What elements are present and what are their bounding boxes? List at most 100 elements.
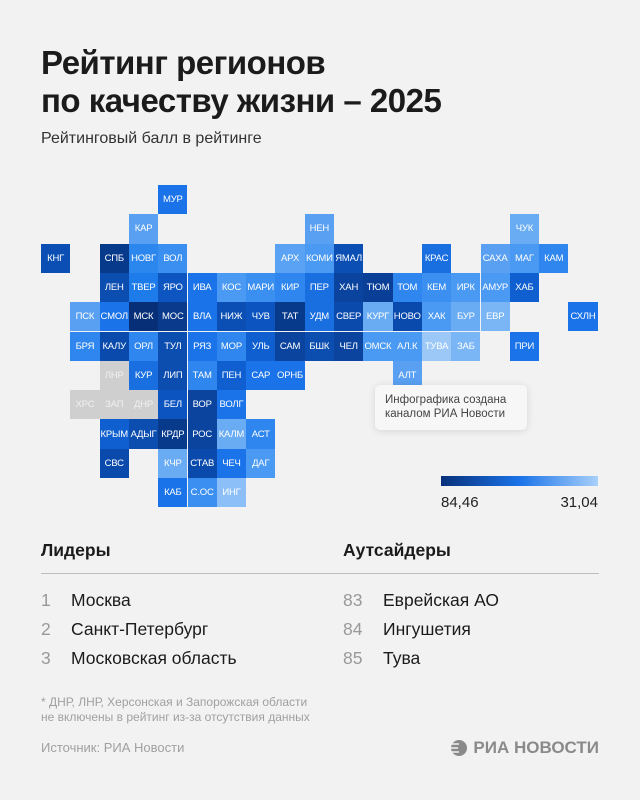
region-tile: ПРИ: [509, 331, 540, 361]
region-tile: НОВГ: [128, 243, 159, 273]
region-tile: КОМИ: [304, 243, 334, 273]
region-tile: БЕЛ: [158, 390, 188, 420]
region-tile: ХАН: [334, 272, 364, 303]
region-tile: СТАВ: [187, 448, 217, 478]
region-tile: МСК: [128, 302, 159, 332]
region-tile: МАГ: [509, 243, 540, 273]
outsiders-list-item: 84 Ингушетия: [343, 619, 471, 640]
region-tile: ИВА: [187, 272, 217, 303]
region-tile: ЧЕЧ: [216, 448, 247, 478]
region-tile: ЕВР: [480, 302, 510, 332]
region-tile: НЕН: [304, 214, 334, 244]
region-tile: ЧУВ: [246, 302, 276, 332]
region-tile: КАМ: [539, 243, 569, 273]
region-tile: КАБ: [158, 478, 188, 508]
outsiders-heading: Аутсайдеры: [343, 540, 451, 560]
region-tile: МОС: [158, 302, 188, 332]
logo-text: РИА НОВОСТИ: [473, 738, 599, 757]
region-tile: ТУЛ: [158, 331, 188, 361]
region-tile: ЧУК: [509, 214, 540, 244]
leaders-list-item: 3 Московская область: [41, 648, 237, 669]
title-line-2: по качеству жизни – 2025: [41, 82, 442, 119]
region-tile: МУР: [158, 185, 188, 215]
region-tile: ВОЛГ: [216, 390, 247, 420]
region-tile: С.ОС: [187, 478, 217, 508]
region-tile: КУР: [128, 360, 159, 391]
rank: 3: [41, 648, 51, 668]
region-tile: РОС: [187, 419, 217, 449]
region-tile: АДЫГ: [128, 419, 159, 449]
region-tile: АЛ.К: [392, 331, 422, 361]
region-tile: МОР: [216, 331, 247, 361]
region-tile: ХАК: [421, 302, 452, 332]
region-tile: ЛЕН: [99, 272, 129, 303]
subtitle: Рейтинговый балл в рейтинге: [41, 130, 262, 147]
region-tile: ХАБ: [509, 272, 540, 303]
region-tile: КАЛУ: [99, 331, 129, 361]
region-tile: НОВО: [392, 302, 422, 332]
region-tile: ЯМАЛ: [334, 243, 364, 273]
region-tile: КУРГ: [363, 302, 393, 332]
region-tile: СМОЛ: [99, 302, 129, 332]
region-tile: КРАС: [421, 243, 452, 273]
region-tile: ПЕН: [216, 360, 247, 391]
region-tile: КЕМ: [421, 272, 452, 303]
region-tile: БРЯ: [70, 331, 100, 361]
region-tile: ОРНБ: [275, 360, 305, 391]
legend-max-value: 84,46: [441, 494, 479, 511]
region-tile: РЯЗ: [187, 331, 217, 361]
region-tile: КИР: [275, 272, 305, 303]
footnote-line-1: * ДНР, ЛНР, Херсонская и Запорожская обл…: [41, 695, 308, 709]
region-tile: ЗАБ: [451, 331, 481, 361]
region-tile: ТВЕР: [128, 272, 159, 303]
region-tile: ЛИП: [158, 360, 188, 391]
region-tile: БУР: [451, 302, 481, 332]
region-tile: КНГ: [41, 243, 71, 273]
region-tile: ВЛА: [187, 302, 217, 332]
region-tile: БШК: [304, 331, 334, 361]
region-tile: КАЛМ: [216, 419, 247, 449]
rank: 2: [41, 619, 51, 639]
ria-globe-icon: [450, 740, 468, 756]
rank: 1: [41, 590, 51, 610]
credit-note: Инфографика создана каналом РИА Новости: [375, 385, 527, 430]
region-tile: СВЕР: [334, 302, 364, 332]
divider: [41, 573, 599, 574]
region-name: Еврейская АО: [383, 590, 499, 610]
region-name: Санкт-Петербург: [71, 619, 209, 639]
footnote: * ДНР, ЛНР, Херсонская и Запорожская обл…: [41, 695, 310, 725]
region-tile: ДАГ: [246, 448, 276, 478]
region-tile: АСТ: [246, 419, 276, 449]
region-tile: СВС: [99, 448, 129, 478]
leaders-heading: Лидеры: [41, 540, 111, 560]
region-tile: ЯРО: [158, 272, 188, 303]
region-tile: ДНР: [128, 390, 159, 420]
region-tile: САР: [246, 360, 276, 391]
region-tile: САМ: [275, 331, 305, 361]
region-tile: ТЮМ: [363, 272, 393, 303]
region-name: Тува: [383, 648, 421, 668]
region-tile: АМУР: [480, 272, 510, 303]
region-tile: ВОЛ: [158, 243, 188, 273]
region-tile: НИЖ: [216, 302, 247, 332]
outsiders-list-item: 83 Еврейская АО: [343, 590, 499, 611]
outsiders-list-item: 85 Тува: [343, 648, 420, 669]
rank: 85: [343, 648, 363, 668]
leaders-list-item: 2 Санкт-Петербург: [41, 619, 208, 640]
region-tile: КОС: [216, 272, 247, 303]
region-tile: КАР: [128, 214, 159, 244]
region-tile: ОМСК: [363, 331, 393, 361]
region-tile: ИРК: [451, 272, 481, 303]
color-legend-bar: [441, 476, 598, 486]
region-tile: ХРС: [70, 390, 100, 420]
page-title: Рейтинг регионов по качеству жизни – 202…: [41, 44, 442, 120]
region-tile: УЛЬ: [246, 331, 276, 361]
region-tile: ТАТ: [275, 302, 305, 332]
region-name: Московская область: [71, 648, 237, 668]
footnote-line-2: не включены в рейтинг из-за отсутствия д…: [41, 710, 310, 724]
region-tile: ОРЛ: [128, 331, 159, 361]
rank: 83: [343, 590, 363, 610]
region-tile: КРЫМ: [99, 419, 129, 449]
region-tile: ИНГ: [216, 478, 247, 508]
